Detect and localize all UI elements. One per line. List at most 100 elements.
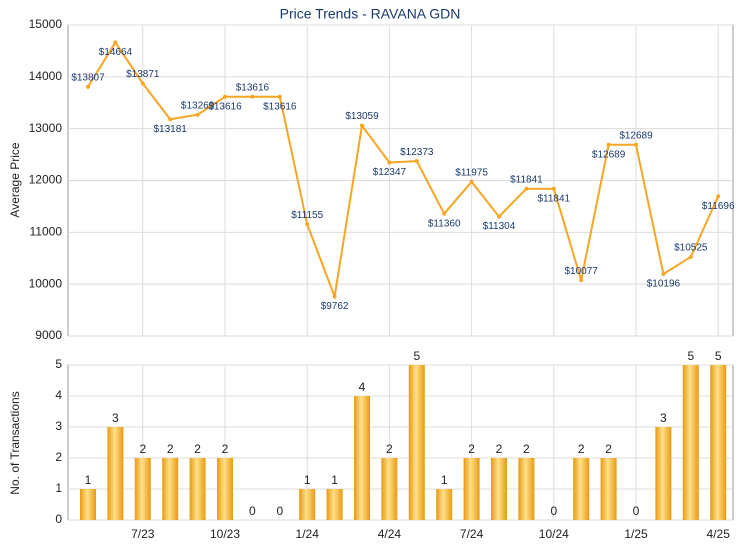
- bar: [354, 396, 370, 520]
- bar: [107, 427, 124, 520]
- x-tick-label: 1/24: [296, 527, 320, 541]
- point: [86, 84, 90, 89]
- data-label: 1: [441, 473, 448, 487]
- bar: [491, 458, 507, 520]
- point: [305, 222, 310, 227]
- bar: [573, 458, 590, 520]
- y-tick-label: 13000: [29, 121, 63, 135]
- data-label: 0: [550, 504, 557, 518]
- x-tick-label: 10/24: [539, 527, 569, 541]
- y-tick-label: 12000: [29, 173, 63, 187]
- point: [195, 112, 200, 117]
- data-label: 2: [578, 442, 585, 456]
- point: [497, 214, 501, 219]
- point: [387, 160, 392, 165]
- data-label: 5: [715, 349, 722, 363]
- data-label: $11975: [455, 167, 488, 178]
- data-label: 2: [167, 442, 174, 456]
- point: [634, 142, 638, 147]
- y-tick-label: 14000: [29, 69, 63, 83]
- bar: [217, 458, 233, 520]
- data-label: 2: [523, 442, 530, 456]
- point: [168, 117, 173, 122]
- data-label: $11841: [510, 174, 543, 185]
- x-tick-label: 10/23: [210, 527, 240, 541]
- data-label: $11155: [291, 210, 323, 221]
- point: [250, 94, 255, 99]
- y-axis-label: No. of Transactions: [8, 391, 22, 494]
- data-label: 2: [605, 442, 612, 456]
- data-label: $12347: [373, 167, 407, 178]
- data-label: $11304: [483, 221, 516, 232]
- data-label: 3: [112, 411, 119, 425]
- x-tick-label: 7/24: [460, 527, 484, 541]
- data-label: $13616: [263, 101, 297, 112]
- data-label: $13059: [345, 111, 379, 122]
- bar: [463, 458, 480, 520]
- point: [277, 94, 282, 99]
- data-label: 2: [194, 442, 201, 456]
- y-tick-label: 9000: [35, 328, 62, 342]
- data-label: 3: [660, 411, 667, 425]
- x-tick-label: 1/25: [624, 527, 648, 541]
- bar: [436, 489, 453, 520]
- point: [414, 159, 419, 164]
- data-label: $13871: [126, 69, 160, 80]
- data-label: 5: [687, 349, 694, 363]
- x-tick-label: 7/23: [131, 527, 155, 541]
- y-tick-label: 3: [55, 419, 62, 433]
- price-line: [87, 40, 720, 301]
- y-tick-label: 4: [55, 388, 62, 402]
- point: [113, 40, 118, 45]
- point: [551, 186, 556, 191]
- bar: [189, 458, 206, 520]
- data-label: 0: [633, 504, 640, 518]
- bar: [518, 458, 535, 520]
- data-label: 0: [249, 504, 256, 518]
- point: [223, 94, 227, 99]
- point: [579, 278, 584, 283]
- bar: [682, 365, 699, 520]
- data-label: 2: [222, 442, 229, 456]
- data-label: $10525: [674, 243, 708, 254]
- y-axis-label: Average Price: [8, 142, 22, 217]
- y-tick-label: 11000: [30, 225, 63, 239]
- data-label: 1: [85, 473, 92, 487]
- bar: [381, 458, 398, 520]
- data-label: $12689: [619, 130, 653, 141]
- point: [688, 254, 693, 259]
- point: [332, 294, 337, 299]
- data-label: $13616: [236, 82, 270, 93]
- x-tick-label: 4/25: [707, 527, 731, 541]
- y-tick-label: 2: [55, 450, 62, 464]
- data-label: $14664: [99, 47, 133, 58]
- data-label: 1: [331, 473, 338, 487]
- data-label: $11841: [537, 193, 570, 204]
- data-label: $13181: [154, 124, 188, 135]
- data-label: 1: [304, 473, 311, 487]
- chart-title: Price Trends - RAVANA GDN: [280, 6, 461, 22]
- data-label: 0: [276, 504, 283, 518]
- y-tick-label: 15000: [29, 17, 63, 31]
- bar: [408, 365, 425, 520]
- data-label: 2: [139, 442, 146, 456]
- point: [360, 123, 364, 128]
- x-tick-label: 4/24: [378, 527, 402, 541]
- data-label: 4: [359, 380, 366, 394]
- y-tick-label: 10000: [29, 276, 63, 290]
- bar: [162, 458, 179, 520]
- data-label: 2: [386, 442, 393, 456]
- point: [469, 179, 474, 184]
- data-label: $13616: [208, 101, 242, 112]
- point: [442, 211, 447, 216]
- bar: [600, 458, 617, 520]
- point: [140, 81, 145, 86]
- bar: [655, 427, 672, 520]
- data-label: $13807: [71, 72, 105, 83]
- data-label: $12373: [400, 147, 434, 158]
- bar: [80, 489, 96, 520]
- y-tick-label: 5: [55, 357, 62, 371]
- data-label: $11360: [428, 218, 461, 229]
